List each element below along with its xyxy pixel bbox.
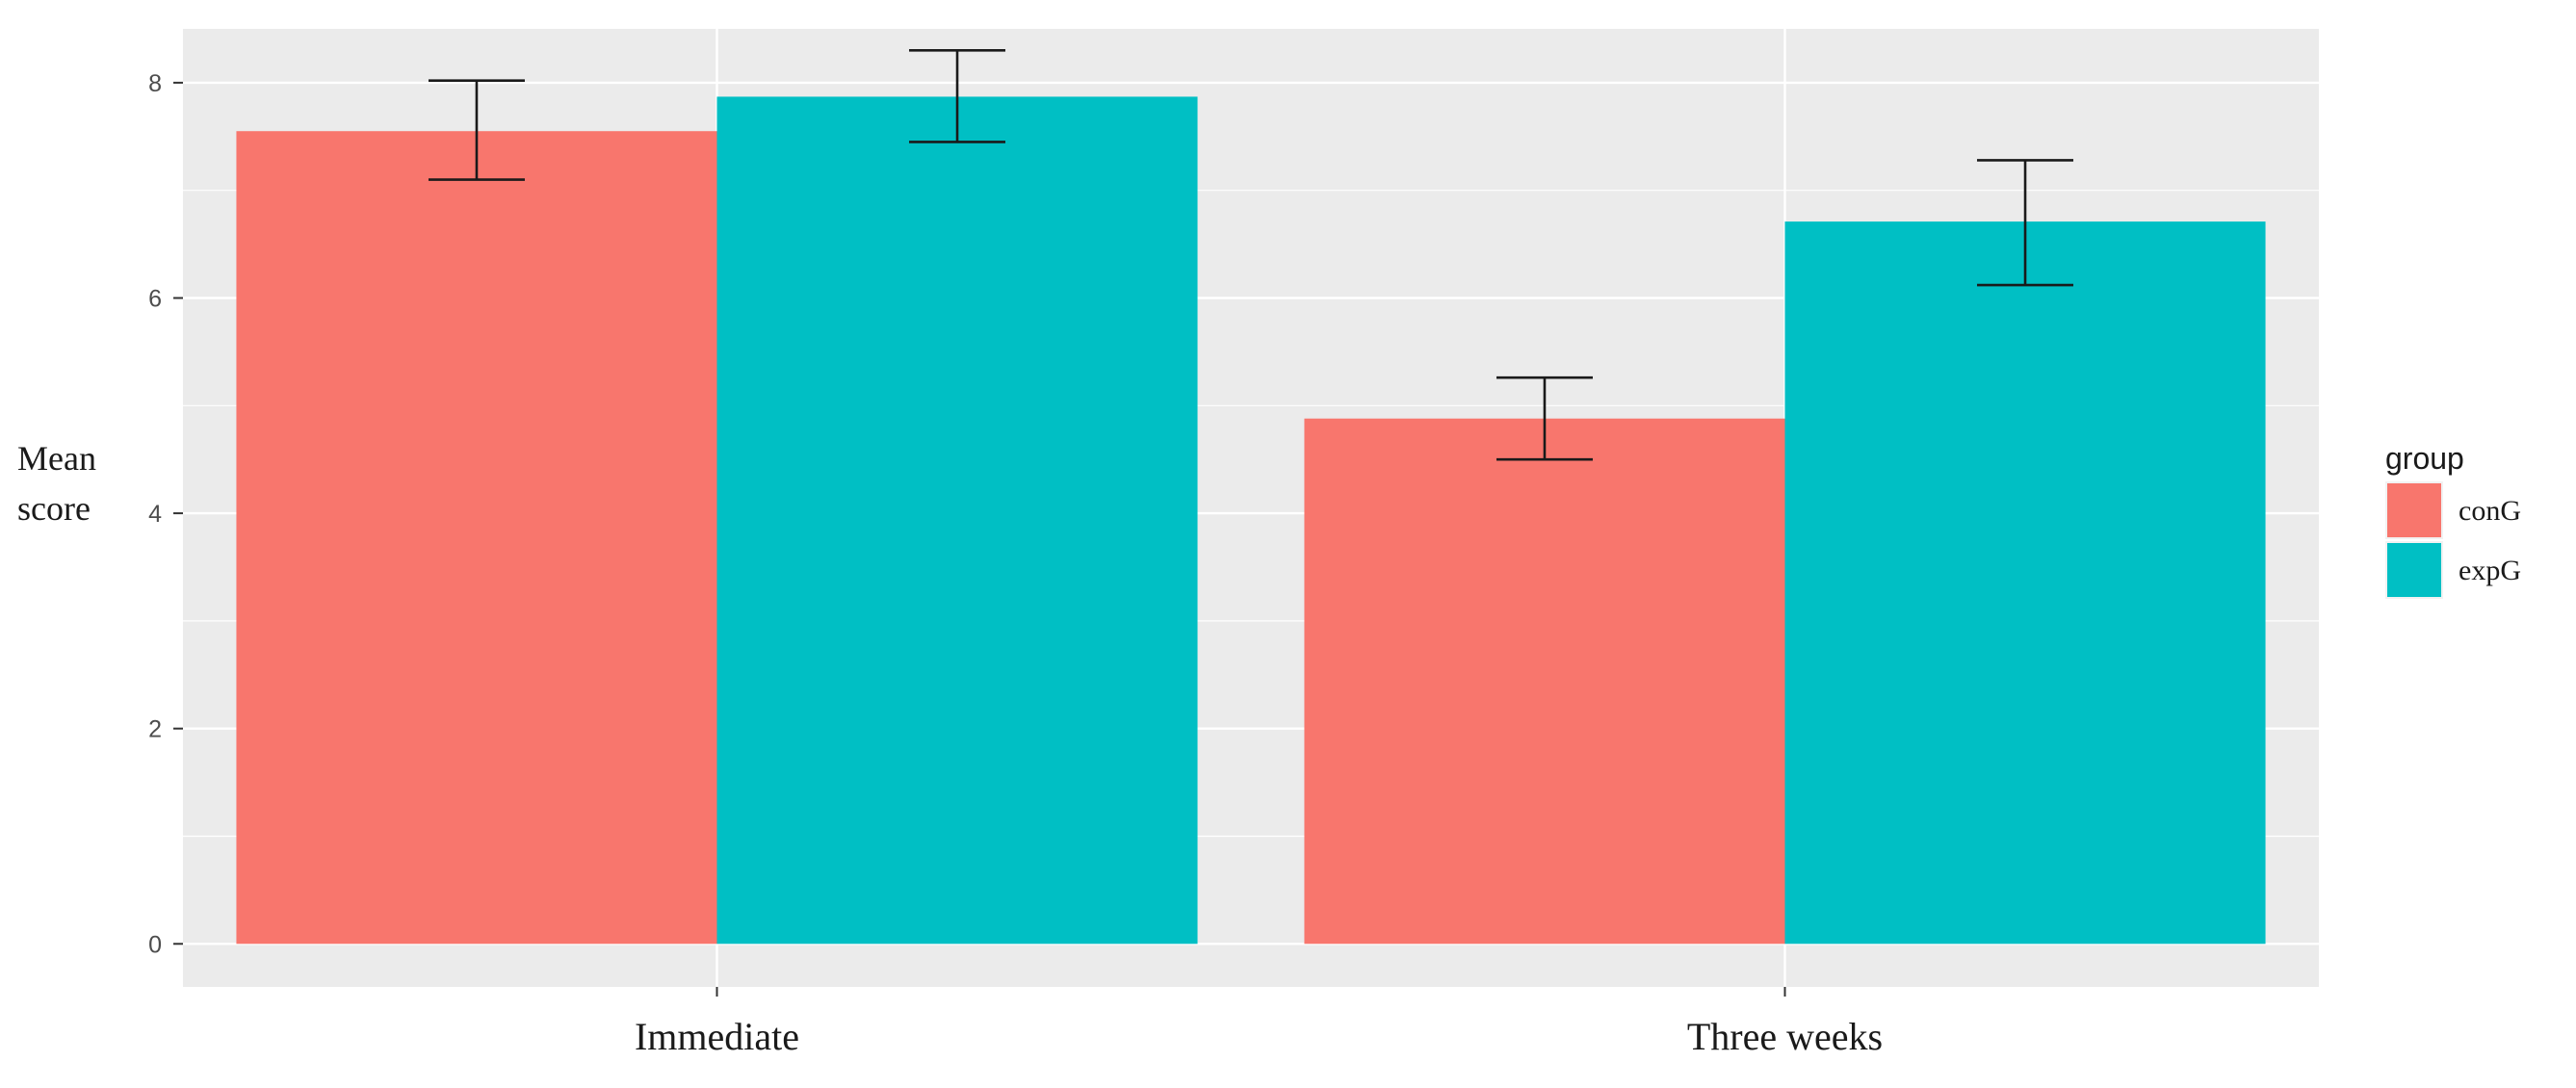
error-bar-expG-three-weeks: [1977, 159, 2074, 287]
y-axis: 0 2 4 6 8: [148, 70, 183, 958]
y-tick-label: 8: [148, 70, 162, 97]
x-axis: Immediate Three weeks: [635, 987, 1883, 1058]
y-tick-label: 2: [148, 716, 162, 743]
y-tick-label: 0: [148, 931, 162, 958]
legend-label-expG: expG: [2459, 555, 2521, 586]
error-bar-conG-three-weeks: [1496, 376, 1593, 461]
legend-title: group: [2385, 441, 2464, 476]
y-tick-label: 6: [148, 285, 162, 312]
error-bars-layer: [428, 49, 2074, 461]
bar-expG-three-weeks: [1784, 221, 2266, 945]
error-bar-expG-immediate: [909, 49, 1006, 143]
error-bar-conG-immediate: [428, 79, 525, 181]
bar-conG-immediate: [236, 131, 717, 945]
legend-label-conG: conG: [2459, 495, 2521, 527]
y-tick-label: 4: [148, 501, 162, 528]
bar-conG-three-weeks: [1304, 418, 1785, 945]
x-tick-label: Immediate: [635, 1015, 799, 1058]
y-axis-title-line1: Mean: [17, 439, 96, 478]
legend: group conG expG: [2385, 441, 2521, 599]
legend-swatch-expG: [2387, 543, 2441, 597]
bars-layer: [236, 96, 2266, 945]
y-axis-title-line2: score: [17, 489, 91, 528]
x-tick-label: Three weeks: [1687, 1015, 1883, 1058]
legend-swatch-conG: [2387, 483, 2441, 537]
bar-expG-immediate: [716, 96, 1198, 945]
